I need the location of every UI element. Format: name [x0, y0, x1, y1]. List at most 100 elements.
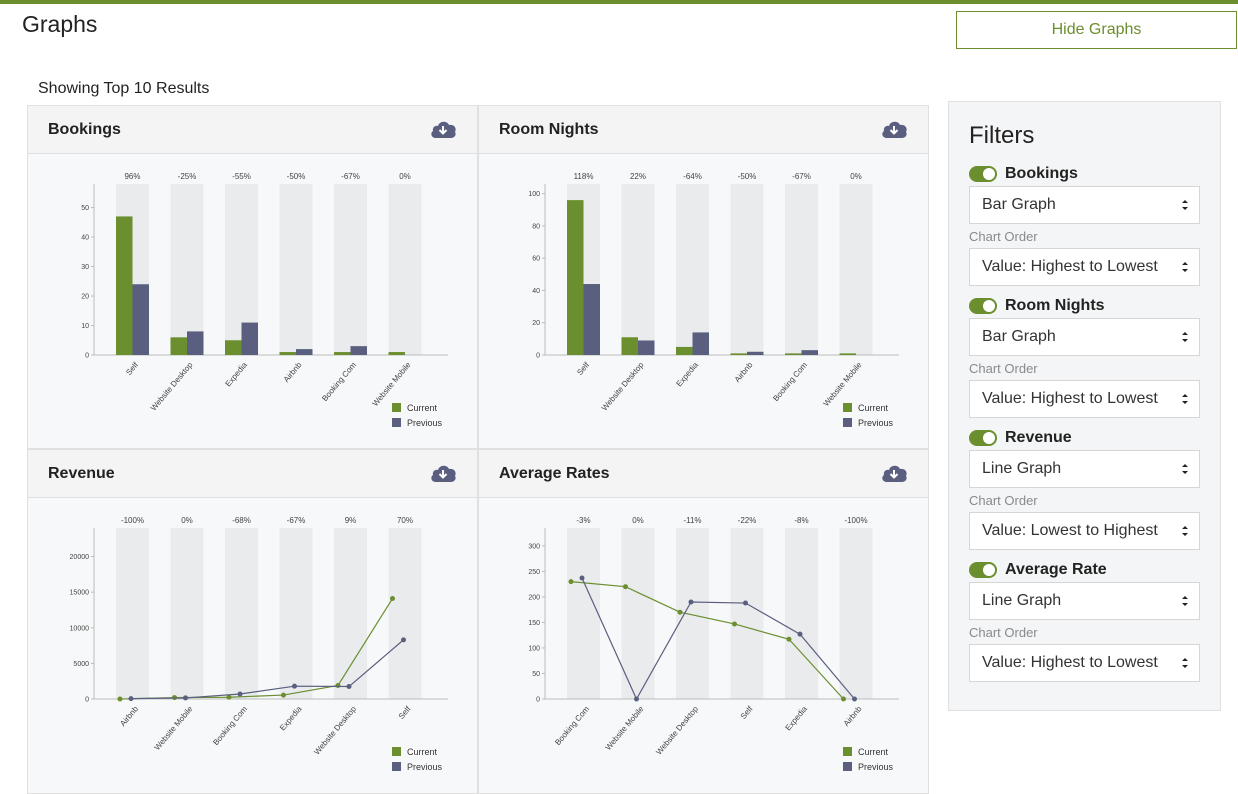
- data-point: [237, 691, 243, 697]
- pct-change-label: -8%: [794, 516, 808, 525]
- data-point: [117, 696, 123, 702]
- cloud-download-icon[interactable]: [429, 462, 457, 484]
- average-rates-chart: -3% 0% -11% -22% -8% -100% 0 50 100 150 200 250 300 B…: [528, 516, 899, 772]
- x-tick-label: Self: [575, 360, 591, 377]
- y-tick-label: 100: [528, 645, 540, 652]
- bar-current: [621, 337, 638, 355]
- y-tick-label: 200: [528, 594, 540, 601]
- cloud-download-icon[interactable]: [880, 118, 908, 140]
- legend-label-previous: Previous: [407, 418, 443, 428]
- pct-change-label: -100%: [121, 516, 144, 525]
- bookings-chart-order-select[interactable]: Value: Highest to Lowest: [969, 248, 1200, 286]
- average-rate-chart-order-select[interactable]: Value: Highest to Lowest: [969, 644, 1200, 682]
- average-rate-graph-type-select[interactable]: Line Graph: [969, 582, 1200, 620]
- x-tick-label: Airbnb: [282, 360, 304, 384]
- category-column-bg: [839, 528, 873, 699]
- bookings-graph-type-select[interactable]: Bar Graph: [969, 186, 1200, 224]
- x-tick-label: Booking Com: [771, 360, 809, 403]
- pct-change-label: -67%: [287, 516, 306, 525]
- bookings-panel: Bookings 96% -25% -55% -50% -67% 0% 0 10 20 30 40 5…: [27, 105, 478, 449]
- room-nights-graph-type-select[interactable]: Bar Graph: [969, 318, 1200, 356]
- x-tick-label: Expedia: [278, 704, 304, 732]
- x-tick-label: Airbnb: [842, 704, 864, 728]
- category-column-bg: [730, 184, 764, 355]
- pct-change-label: -67%: [792, 172, 811, 181]
- pct-change-label: 96%: [124, 172, 140, 181]
- y-tick-label: 5000: [73, 661, 89, 668]
- revenue-toggle[interactable]: [969, 430, 997, 446]
- x-tick-label: Booking Com: [320, 360, 358, 403]
- panel-title: Bookings: [48, 121, 121, 138]
- y-tick-label: 100: [528, 191, 540, 198]
- cloud-download-icon[interactable]: [429, 118, 457, 140]
- bar-current: [567, 200, 584, 355]
- pct-change-label: -50%: [738, 172, 757, 181]
- chevron-updown-icon: [1182, 596, 1188, 606]
- pct-change-label: -50%: [287, 172, 306, 181]
- x-tick-label: Website Desktop: [654, 704, 700, 756]
- panel-header: Revenue: [28, 450, 477, 498]
- pct-change-label: -22%: [738, 516, 757, 525]
- room-nights-toggle[interactable]: [969, 298, 997, 314]
- category-column-bg: [388, 184, 422, 355]
- chevron-updown-icon: [1182, 464, 1188, 474]
- top-accent-bar: [0, 0, 1238, 4]
- data-point: [732, 621, 737, 627]
- data-point: [128, 696, 134, 702]
- category-column-bg: [225, 528, 258, 699]
- bar-current: [334, 352, 351, 355]
- revenue-graph-type-select[interactable]: Line Graph: [969, 450, 1200, 488]
- x-tick-label: Website Mobile: [822, 360, 864, 408]
- y-tick-label: 20000: [70, 554, 90, 561]
- legend-swatch-previous: [843, 418, 852, 427]
- data-point: [634, 696, 639, 702]
- bar-previous: [187, 331, 204, 355]
- pct-change-label: 0%: [399, 172, 411, 181]
- select-value: Line Graph: [982, 592, 1062, 609]
- hide-graphs-button[interactable]: Hide Graphs: [956, 11, 1237, 49]
- data-point: [292, 683, 297, 689]
- select-value: Bar Graph: [982, 328, 1056, 345]
- bookings-chart: 96% -25% -55% -50% -67% 0% 0 10 20 30 40 50 Self Webs…: [81, 172, 448, 428]
- bookings-toggle[interactable]: [969, 166, 997, 182]
- category-column-bg: [388, 528, 422, 699]
- panel-title: Revenue: [48, 465, 115, 482]
- pct-change-label: 118%: [574, 172, 594, 181]
- y-tick-label: 0: [536, 697, 540, 704]
- bar-previous: [241, 322, 258, 355]
- x-tick-label: Website Mobile: [604, 704, 646, 752]
- y-tick-label: 150: [528, 620, 540, 627]
- pct-change-label: -55%: [232, 172, 251, 181]
- series-line-previous: [581, 577, 855, 701]
- pct-change-label: 0%: [850, 172, 862, 181]
- revenue-chart-order-select[interactable]: Value: Lowest to Highest: [969, 512, 1200, 550]
- x-tick-label: Self: [739, 704, 755, 721]
- bar-previous: [692, 332, 709, 355]
- revenue-filter-label: Revenue: [1005, 429, 1072, 446]
- x-tick-label: Website Mobile: [371, 360, 413, 408]
- y-tick-label: 20: [532, 320, 540, 327]
- room-nights-chart-order-select[interactable]: Value: Highest to Lowest: [969, 380, 1200, 418]
- data-point: [568, 579, 574, 585]
- average-rate-toggle[interactable]: [969, 562, 997, 578]
- filters-panel: Filters Bookings Bar Graph Chart Order V…: [948, 101, 1221, 711]
- y-tick-label: 80: [532, 223, 540, 230]
- revenue-chart: -100% 0% -68% -67% 9% 70% 0 5000 10000 15000 20000…: [70, 516, 448, 772]
- legend-label-previous: Previous: [858, 418, 894, 428]
- pct-change-label: 0%: [181, 516, 193, 525]
- room-nights-filter-label: Room Nights: [1005, 297, 1105, 314]
- data-point: [797, 631, 803, 637]
- data-point: [281, 692, 286, 698]
- chevron-updown-icon: [1182, 332, 1188, 342]
- y-tick-label: 0: [85, 353, 89, 360]
- toggle-knob: [983, 432, 995, 444]
- bar-previous: [583, 284, 600, 355]
- category-column-bg: [785, 528, 818, 699]
- data-point: [841, 696, 846, 702]
- cloud-download-icon[interactable]: [880, 462, 908, 484]
- legend-swatch-current: [843, 747, 852, 756]
- data-point: [335, 682, 341, 688]
- bar-previous: [350, 346, 367, 355]
- x-tick-label: Expedia: [224, 360, 250, 388]
- x-tick-label: Website Mobile: [153, 704, 195, 752]
